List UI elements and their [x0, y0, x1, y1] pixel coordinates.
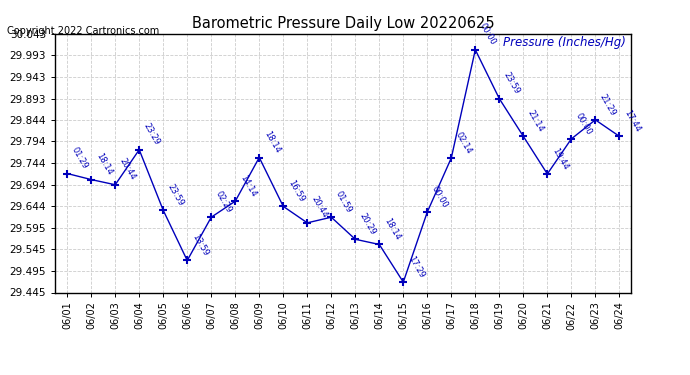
- Text: 20:29: 20:29: [358, 211, 377, 237]
- Text: 14:14: 14:14: [238, 173, 257, 198]
- Title: Barometric Pressure Daily Low 20220625: Barometric Pressure Daily Low 20220625: [192, 16, 495, 31]
- Text: 01:29: 01:29: [70, 146, 90, 171]
- Text: 16:59: 16:59: [286, 178, 306, 204]
- Text: 01:59: 01:59: [334, 189, 354, 214]
- Text: Pressure (Inches/Hg): Pressure (Inches/Hg): [503, 36, 626, 50]
- Text: 17:44: 17:44: [622, 108, 642, 134]
- Text: Copyright 2022 Cartronics.com: Copyright 2022 Cartronics.com: [7, 26, 159, 36]
- Text: 21:14: 21:14: [526, 108, 546, 134]
- Text: 02:29: 02:29: [214, 189, 234, 214]
- Text: 17:29: 17:29: [406, 254, 426, 279]
- Text: 18:14: 18:14: [262, 129, 282, 155]
- Text: 21:29: 21:29: [598, 92, 618, 117]
- Text: 00:00: 00:00: [478, 22, 497, 47]
- Text: 18:14: 18:14: [382, 216, 402, 242]
- Text: 00:00: 00:00: [574, 111, 594, 136]
- Text: 18:14: 18:14: [94, 152, 114, 177]
- Text: 23:59: 23:59: [502, 71, 522, 96]
- Text: 20:44: 20:44: [118, 157, 138, 182]
- Text: 19:44: 19:44: [550, 146, 570, 171]
- Text: 13:59: 13:59: [190, 232, 210, 258]
- Text: 20:44: 20:44: [310, 195, 330, 220]
- Text: 23:59: 23:59: [166, 182, 186, 207]
- Text: 00:00: 00:00: [430, 184, 450, 209]
- Text: 23:29: 23:29: [142, 122, 161, 147]
- Text: 02:14: 02:14: [454, 130, 474, 155]
